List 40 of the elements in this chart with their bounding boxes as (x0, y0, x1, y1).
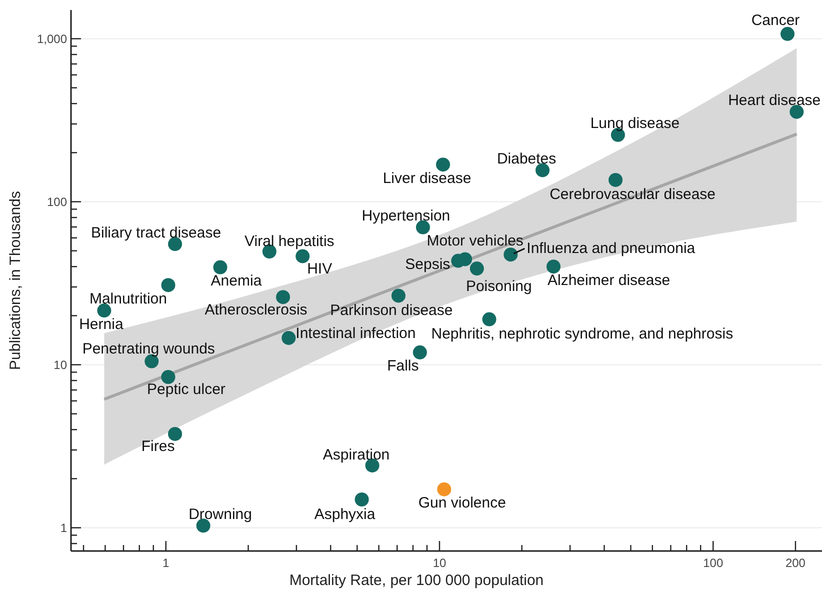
annotation: Penetrating wounds (82, 340, 215, 358)
annotation: Sepsis (405, 256, 450, 274)
y-axis-title: Publications, in Thousands (7, 190, 24, 370)
annotation: Intestinal infection (296, 325, 416, 342)
y-tick-label: 10 (54, 358, 68, 372)
annotation: Poisoning (466, 278, 532, 295)
annotation: Cerebrovascular disease (550, 186, 716, 204)
x-tick-label: 100 (703, 556, 724, 570)
annotation: Anemia (210, 272, 262, 290)
annotation: Liver disease (382, 170, 472, 187)
y-tick-label: 1,000 (36, 32, 68, 46)
annotation: Heart disease (728, 92, 821, 110)
annotation: Cancer (751, 12, 800, 30)
annotation: Hernia (79, 316, 124, 333)
annotation: Biliary tract disease (91, 224, 222, 242)
x-axis-title: Mortality Rate, per 100 000 population (289, 572, 544, 589)
annotation: Motor vehicles (426, 232, 524, 250)
annotation: HIV (307, 260, 332, 278)
annotation: Falls (387, 358, 419, 375)
annotation: Fires (141, 438, 175, 456)
annotation: Viral hepatitis (244, 232, 334, 250)
annotation: Parkinson disease (330, 302, 453, 319)
annotation: Atherosclerosis (204, 301, 308, 318)
annotation: Diabetes (496, 150, 556, 168)
x-tick-label: 200 (785, 556, 806, 570)
annotation: Hypertension (362, 208, 450, 225)
annotation: Malnutrition (89, 290, 168, 308)
x-tick-label: 10 (432, 556, 446, 570)
annotation: Peptic ulcer (147, 381, 226, 398)
y-tick-label: 1 (60, 520, 68, 535)
annotation: Gun violence (418, 494, 506, 512)
annotation: Aspiration (322, 446, 390, 464)
x-tick-label: 1 (162, 556, 170, 570)
annotation: Influenza and pneumonia (526, 240, 696, 257)
annotation: Asphyxia (314, 506, 376, 523)
y-tick-label: 100 (46, 194, 68, 209)
annotation: Drowning (188, 506, 252, 523)
annotation: Lung disease (590, 115, 680, 132)
annotation: Alzheimer disease (548, 272, 670, 289)
annotation: Nephritis, nephrotic syndrome, and nephrosis (431, 326, 734, 343)
